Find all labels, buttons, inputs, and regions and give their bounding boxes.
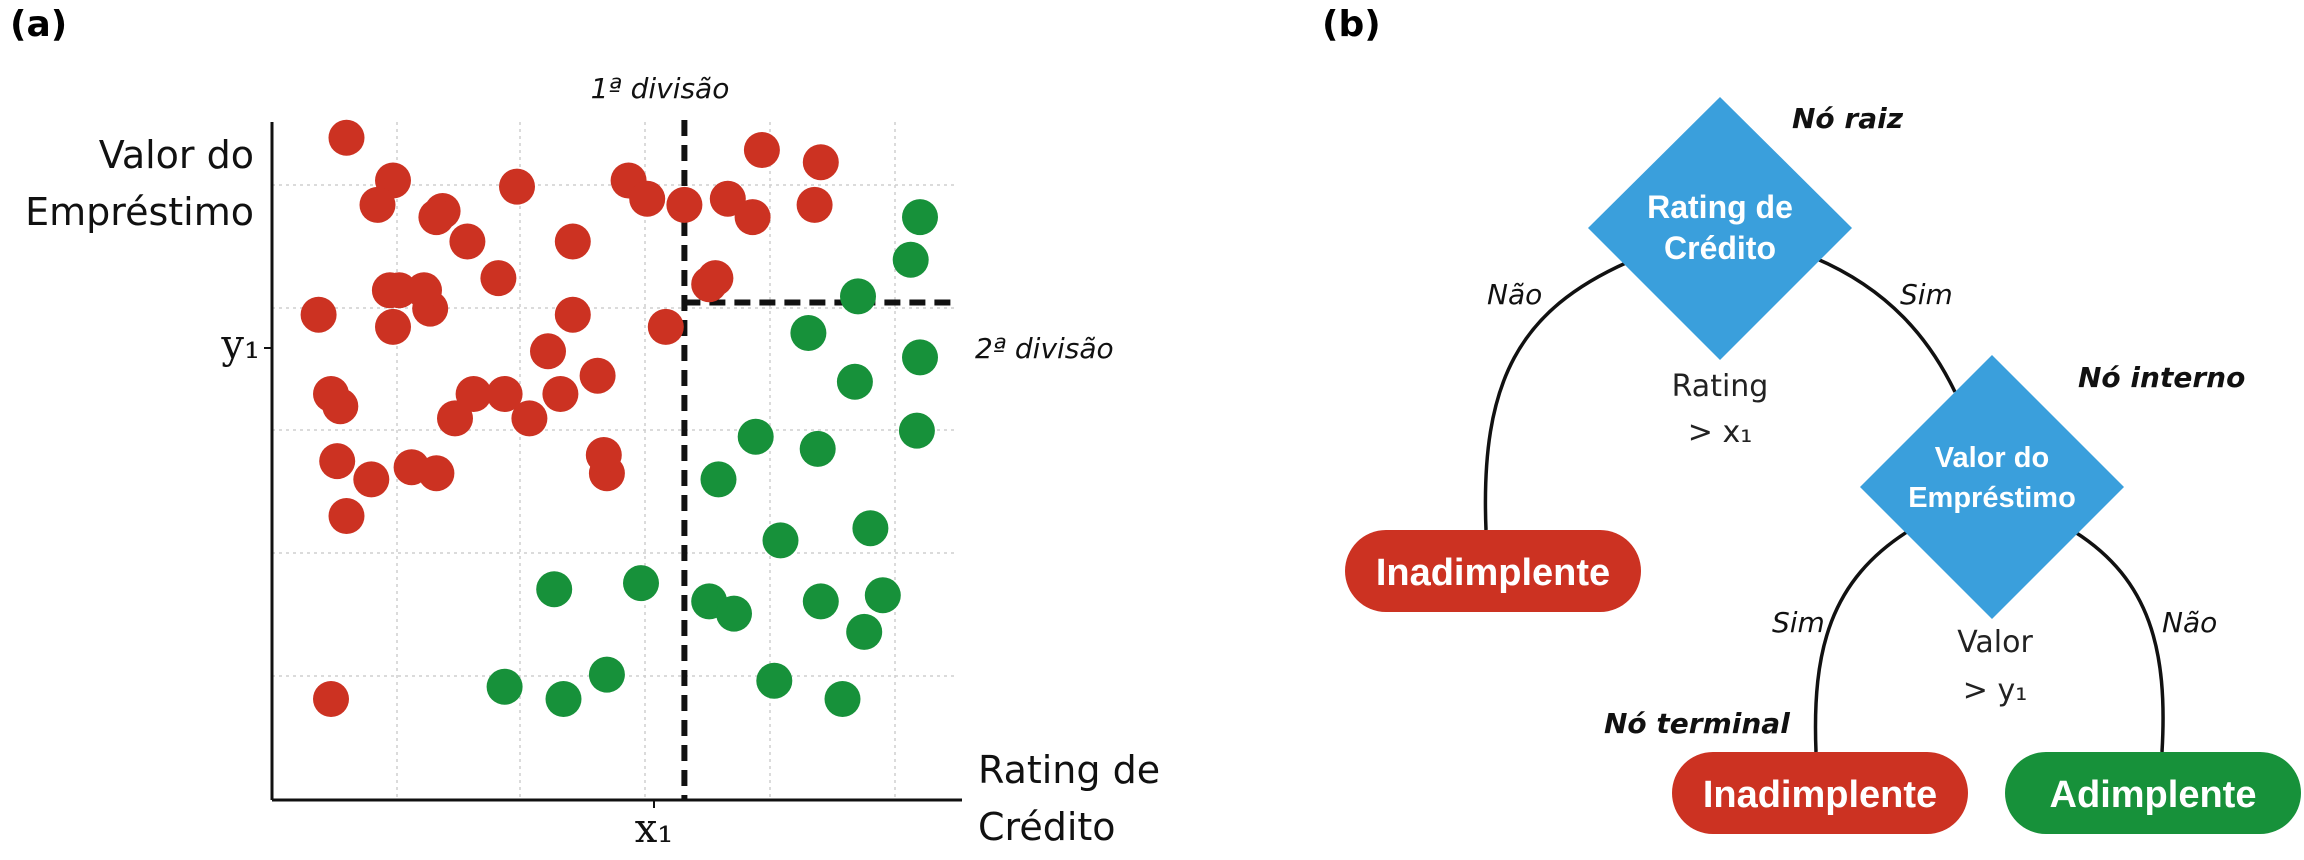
green-point bbox=[588, 656, 625, 693]
panel-b-label: (b) bbox=[1322, 4, 1381, 45]
leaf-left-text: Inadimplente bbox=[1376, 552, 1610, 594]
red-point bbox=[691, 266, 728, 303]
root-node-diamond bbox=[1588, 97, 1852, 360]
edge-internal-right bbox=[2074, 530, 2165, 753]
red-point bbox=[802, 144, 839, 181]
x-axis-title-line2: Crédito bbox=[978, 805, 1116, 849]
red-point bbox=[499, 168, 535, 205]
green-point bbox=[737, 418, 774, 455]
edge-root-right bbox=[1814, 256, 1957, 393]
root-node-text-line2: Crédito bbox=[1664, 230, 1776, 266]
red-point bbox=[313, 681, 349, 717]
red-point bbox=[585, 437, 622, 473]
red-point bbox=[743, 132, 780, 168]
first-split-label: 1ª divisão bbox=[591, 72, 730, 105]
green-point bbox=[756, 662, 793, 699]
red-point bbox=[393, 449, 430, 486]
red-point bbox=[328, 119, 365, 156]
green-point bbox=[623, 565, 659, 602]
green-point bbox=[840, 278, 876, 315]
red-point bbox=[666, 186, 703, 223]
red-point bbox=[530, 333, 566, 370]
red-point bbox=[418, 199, 455, 236]
edge-internal-right-label: Não bbox=[2162, 606, 2217, 639]
edge-internal-left-label: Sim bbox=[1772, 606, 1825, 639]
green-point bbox=[892, 241, 929, 278]
red-point bbox=[796, 186, 833, 223]
red-point bbox=[328, 498, 365, 534]
red-point bbox=[511, 400, 548, 437]
red-point bbox=[381, 272, 418, 309]
red-point bbox=[300, 296, 337, 333]
red-point bbox=[455, 376, 492, 412]
red-point bbox=[629, 180, 666, 217]
green-point bbox=[486, 668, 523, 705]
y-axis-title-line2: Empréstimo bbox=[25, 190, 254, 234]
y-axis-title-line1: Valor do bbox=[99, 133, 254, 177]
green-point bbox=[902, 339, 938, 376]
red-point bbox=[319, 443, 356, 480]
edge-root-right-label: Sim bbox=[1900, 278, 1953, 311]
green-point bbox=[852, 510, 889, 547]
leaf-right-box bbox=[2005, 752, 2301, 834]
green-point bbox=[846, 613, 883, 650]
green-point bbox=[824, 681, 861, 717]
red-point bbox=[554, 223, 591, 260]
edge-root-left bbox=[1483, 260, 1629, 531]
red-point bbox=[359, 186, 396, 223]
internal-node-text-line1: Valor do bbox=[1935, 442, 2049, 474]
root-condition-line1: Rating bbox=[1672, 369, 1769, 404]
red-point bbox=[437, 400, 473, 437]
red-point bbox=[709, 180, 746, 217]
green-point bbox=[902, 199, 938, 236]
red-point bbox=[734, 199, 771, 236]
green-point bbox=[716, 595, 752, 632]
green-point bbox=[700, 461, 737, 498]
leaf-right-text: Adimplente bbox=[2050, 774, 2257, 816]
leaf-left-box bbox=[1345, 530, 1641, 612]
red-point bbox=[353, 461, 390, 498]
green-point bbox=[545, 681, 582, 717]
plot-grid bbox=[272, 122, 955, 800]
x-axis-title-line1: Rating de bbox=[978, 748, 1160, 792]
red-point bbox=[449, 223, 486, 260]
internal-node-text-line2: Empréstimo bbox=[1908, 482, 2076, 514]
green-point bbox=[790, 315, 827, 351]
red-point bbox=[375, 308, 411, 345]
internal-condition-line1: Valor bbox=[1957, 625, 2033, 660]
red-point bbox=[554, 296, 591, 333]
root-node-label: Nó raiz bbox=[1792, 102, 1904, 135]
red-point bbox=[406, 272, 442, 309]
red-point bbox=[579, 357, 616, 394]
green-point bbox=[898, 412, 935, 449]
green-point bbox=[762, 522, 799, 559]
green-point bbox=[836, 363, 873, 400]
second-split-label: 2ª divisão bbox=[975, 332, 1114, 365]
y-tick-label: y₁ bbox=[220, 322, 260, 368]
internal-condition-line2: > y₁ bbox=[1963, 673, 2027, 708]
leaf-mid-text: Inadimplente bbox=[1703, 774, 1937, 816]
edge-root-left-label: Não bbox=[1487, 278, 1542, 311]
internal-node-diamond bbox=[1860, 355, 2124, 619]
green-point bbox=[799, 430, 836, 467]
x-tick-label: x₁ bbox=[635, 806, 674, 852]
edge-internal-left bbox=[1813, 528, 1911, 753]
green-point bbox=[864, 577, 901, 614]
red-point bbox=[486, 376, 523, 412]
red-point bbox=[542, 376, 579, 412]
panel-a-label: (a) bbox=[10, 4, 67, 45]
leaf-mid-box bbox=[1672, 752, 1968, 834]
red-point bbox=[480, 260, 517, 297]
red-point bbox=[647, 308, 684, 345]
root-condition-line2: > x₁ bbox=[1688, 415, 1752, 450]
green-point bbox=[536, 571, 573, 608]
scatter-points bbox=[300, 119, 938, 717]
red-point bbox=[322, 388, 359, 425]
green-point bbox=[802, 583, 839, 620]
internal-node-label: Nó interno bbox=[2078, 361, 2245, 394]
root-node-text-line1: Rating de bbox=[1647, 189, 1793, 225]
terminal-node-label: Nó terminal bbox=[1604, 707, 1790, 740]
